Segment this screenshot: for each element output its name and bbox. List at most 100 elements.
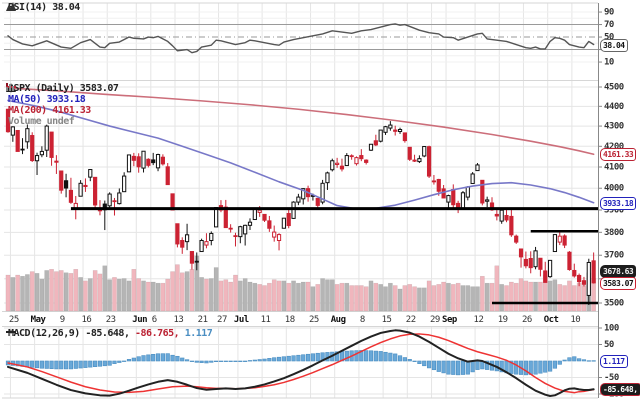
candle[interactable]: [39, 150, 44, 156]
candle[interactable]: [151, 159, 156, 164]
candle[interactable]: [412, 159, 417, 162]
candle[interactable]: [330, 160, 335, 171]
candle[interactable]: [397, 128, 403, 132]
candle[interactable]: [136, 156, 141, 168]
candle[interactable]: [417, 158, 422, 163]
candle[interactable]: [586, 261, 591, 296]
candle[interactable]: [5, 108, 11, 133]
candle[interactable]: [301, 188, 306, 200]
candle[interactable]: [485, 199, 490, 202]
candle[interactable]: [475, 164, 480, 172]
candle[interactable]: [209, 232, 214, 242]
candle[interactable]: [504, 215, 509, 221]
candle[interactable]: [562, 235, 567, 246]
candle[interactable]: [243, 224, 248, 235]
candle[interactable]: [165, 166, 170, 186]
candle[interactable]: [54, 160, 59, 163]
candle[interactable]: [276, 234, 282, 242]
candle[interactable]: [378, 129, 383, 142]
candle[interactable]: [78, 182, 83, 197]
candle[interactable]: [160, 156, 165, 165]
candle[interactable]: [407, 146, 412, 160]
candle[interactable]: [422, 146, 427, 157]
candle[interactable]: [126, 154, 132, 173]
candle[interactable]: [344, 155, 349, 167]
candle[interactable]: [364, 159, 369, 163]
candle[interactable]: [533, 250, 538, 268]
candle[interactable]: [388, 124, 393, 129]
candle[interactable]: [194, 260, 199, 263]
candle[interactable]: [257, 209, 262, 213]
candle[interactable]: [480, 179, 485, 204]
candle[interactable]: [199, 240, 204, 253]
candle[interactable]: [514, 235, 519, 243]
candle[interactable]: [10, 126, 15, 136]
candle[interactable]: [446, 195, 451, 203]
candle[interactable]: [581, 280, 587, 285]
candle[interactable]: [286, 213, 291, 227]
candle[interactable]: [436, 178, 441, 192]
candle[interactable]: [155, 154, 161, 169]
candle[interactable]: [68, 189, 74, 203]
candle[interactable]: [112, 200, 117, 203]
candle[interactable]: [320, 182, 325, 203]
candle[interactable]: [44, 125, 49, 151]
candle[interactable]: [262, 213, 267, 221]
candle[interactable]: [59, 170, 64, 191]
candle[interactable]: [88, 169, 93, 178]
candle[interactable]: [528, 257, 533, 269]
candle[interactable]: [567, 251, 572, 271]
candle[interactable]: [175, 223, 180, 245]
candle[interactable]: [15, 129, 20, 152]
candle[interactable]: [63, 180, 69, 189]
candle[interactable]: [267, 220, 272, 229]
candle[interactable]: [296, 196, 301, 203]
candle[interactable]: [325, 172, 330, 184]
candle[interactable]: [431, 180, 437, 183]
candle[interactable]: [543, 270, 548, 283]
candle[interactable]: [180, 240, 185, 248]
candle[interactable]: [494, 213, 499, 217]
candle[interactable]: [572, 269, 577, 277]
candle[interactable]: [281, 217, 286, 229]
candle[interactable]: [107, 193, 112, 207]
candle[interactable]: [335, 162, 340, 165]
candle[interactable]: [393, 129, 398, 132]
candle[interactable]: [247, 221, 253, 226]
candle[interactable]: [339, 165, 345, 170]
candle[interactable]: [233, 235, 238, 238]
candle[interactable]: [368, 143, 374, 151]
candle[interactable]: [552, 234, 558, 253]
candle[interactable]: [34, 155, 40, 162]
candle[interactable]: [83, 184, 88, 188]
candle[interactable]: [93, 176, 98, 206]
candle[interactable]: [383, 126, 388, 133]
candle[interactable]: [291, 201, 296, 219]
candle[interactable]: [349, 155, 354, 158]
candle[interactable]: [49, 131, 54, 158]
candle[interactable]: [272, 231, 277, 238]
candle[interactable]: [402, 132, 407, 142]
candle[interactable]: [122, 175, 127, 193]
candle[interactable]: [252, 209, 257, 221]
candle[interactable]: [470, 173, 475, 185]
candle[interactable]: [30, 135, 35, 162]
candle[interactable]: [577, 274, 582, 283]
candle[interactable]: [117, 192, 122, 205]
candle[interactable]: [460, 192, 466, 209]
candle[interactable]: [557, 235, 562, 243]
candle[interactable]: [547, 259, 553, 278]
candle[interactable]: [499, 209, 504, 222]
candle[interactable]: [315, 197, 320, 206]
candle[interactable]: [214, 207, 219, 228]
candle[interactable]: [223, 206, 228, 229]
candle[interactable]: [426, 146, 432, 177]
candle[interactable]: [20, 148, 25, 151]
candle[interactable]: [204, 241, 209, 246]
candle[interactable]: [141, 150, 146, 169]
candle[interactable]: [146, 158, 151, 166]
candle[interactable]: [373, 140, 378, 146]
candle[interactable]: [238, 226, 243, 238]
candle[interactable]: [465, 186, 470, 198]
